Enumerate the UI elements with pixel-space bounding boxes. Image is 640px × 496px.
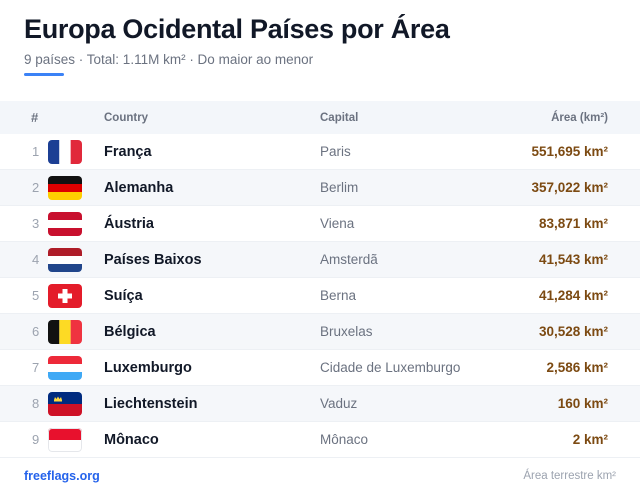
- rank-cell: 5: [32, 288, 40, 303]
- column-header-area: Área (km²): [551, 111, 608, 124]
- table-row: 6 Bélgica Bruxelas 30,528 km²: [0, 314, 640, 350]
- title-accent-bar: [24, 73, 64, 76]
- area-value: 2 km²: [572, 432, 608, 447]
- capital-name: Paris: [320, 144, 351, 159]
- column-header-capital: Capital: [320, 111, 359, 124]
- germany-flag-icon: [48, 175, 82, 200]
- rank-cell: 2: [32, 180, 40, 195]
- area-value: 41,284 km²: [538, 288, 608, 303]
- area-value: 2,586 km²: [546, 360, 608, 375]
- table-row: 4 Países Baixos Amsterdã 41,543 km²: [0, 242, 640, 278]
- footer-note: Área terrestre km²: [523, 470, 616, 482]
- country-name: Alemanha: [104, 179, 174, 196]
- table-row: 7 Luxemburgo Cidade de Luxemburgo 2,586 …: [0, 350, 640, 386]
- netherlands-flag-icon: [48, 247, 82, 272]
- rank-cell: 3: [32, 216, 40, 231]
- table-row: 5 Suíça Berna 41,284 km²: [0, 278, 640, 314]
- page-title: Europa Ocidental Países por Área: [24, 14, 450, 44]
- capital-name: Mônaco: [320, 432, 369, 447]
- country-name: França: [104, 143, 152, 160]
- area-value: 41,543 km²: [538, 252, 608, 267]
- country-name: Luxemburgo: [104, 359, 192, 376]
- country-name: Suíça: [104, 287, 143, 304]
- monaco-flag-icon: [48, 427, 82, 452]
- table-row: 2 Alemanha Berlim 357,022 km²: [0, 170, 640, 206]
- country-name: Países Baixos: [104, 251, 202, 268]
- country-name: Mônaco: [104, 431, 159, 448]
- table-row: 9 Mônaco Mônaco 2 km²: [0, 422, 640, 458]
- capital-name: Amsterdã: [320, 252, 378, 267]
- page-footer: freeflags.org Área terrestre km²: [0, 456, 640, 496]
- area-value: 357,022 km²: [531, 180, 608, 195]
- source-link[interactable]: freeflags.org: [24, 469, 100, 483]
- area-value: 83,871 km²: [538, 216, 608, 231]
- rank-cell: 6: [32, 324, 40, 339]
- capital-name: Cidade de Luxemburgo: [320, 360, 461, 375]
- rank-cell: 9: [32, 432, 40, 447]
- capital-name: Viena: [320, 216, 355, 231]
- france-flag-icon: [48, 139, 82, 164]
- column-header-rank: #: [31, 110, 39, 125]
- austria-flag-icon: [48, 211, 82, 236]
- countries-table: # Country Capital Área (km²) 1 França Pa…: [0, 101, 640, 458]
- rank-cell: 8: [32, 396, 40, 411]
- country-name: Liechtenstein: [104, 395, 198, 412]
- rank-cell: 1: [32, 144, 40, 159]
- capital-name: Berlim: [320, 180, 359, 195]
- area-value: 30,528 km²: [538, 324, 608, 339]
- area-value: 551,695 km²: [531, 144, 608, 159]
- table-row: 1 França Paris 551,695 km²: [0, 134, 640, 170]
- capital-name: Berna: [320, 288, 357, 303]
- capital-name: Bruxelas: [320, 324, 373, 339]
- rank-cell: 4: [32, 252, 40, 267]
- rank-cell: 7: [32, 360, 40, 375]
- table-row: 3 Áustria Viena 83,871 km²: [0, 206, 640, 242]
- liechtenstein-flag-icon: [48, 391, 82, 416]
- page-header: Europa Ocidental Países por Área 9 paíse…: [24, 12, 450, 76]
- table-header-row: # Country Capital Área (km²): [0, 101, 640, 134]
- switzerland-flag-icon: [48, 283, 82, 308]
- country-name: Bélgica: [104, 323, 156, 340]
- capital-name: Vaduz: [320, 396, 358, 411]
- column-header-country: Country: [104, 111, 149, 124]
- country-name: Áustria: [104, 215, 154, 232]
- page-subtitle: 9 países · Total: 1.11M km² · Do maior a…: [24, 52, 314, 67]
- area-value: 160 km²: [557, 396, 608, 411]
- belgium-flag-icon: [48, 319, 82, 344]
- luxembourg-flag-icon: [48, 355, 82, 380]
- table-row: 8 Liechtenstein Vaduz 160 km²: [0, 386, 640, 422]
